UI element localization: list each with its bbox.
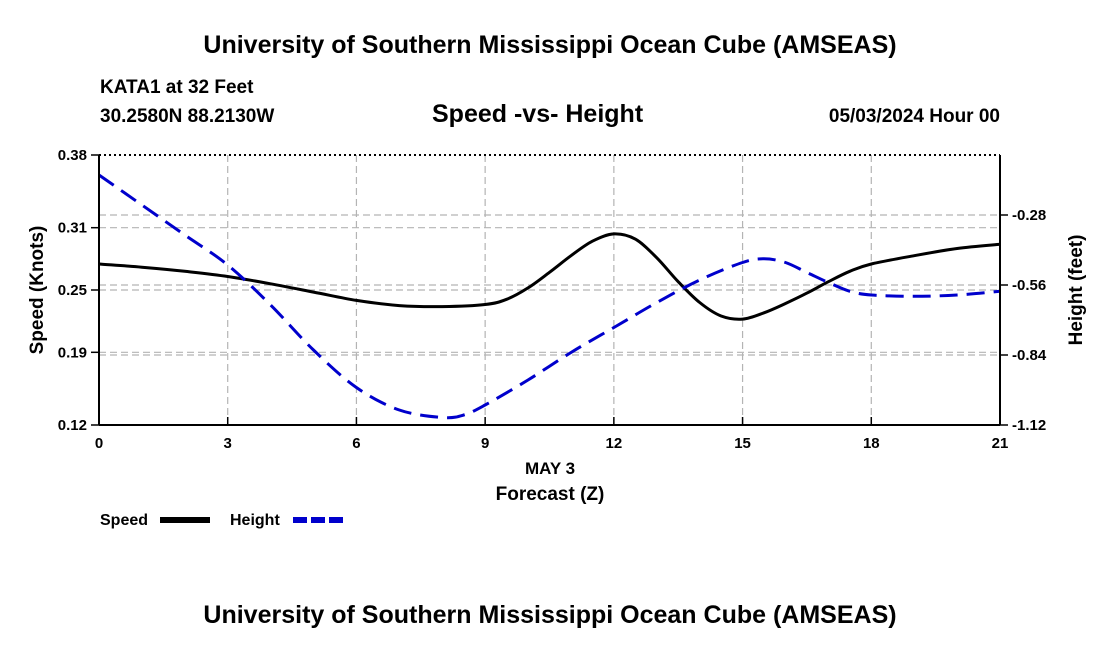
x-axis-date-label: MAY 3	[525, 459, 575, 478]
x-tick-label: 18	[863, 435, 880, 452]
legend-label-speed: Speed	[100, 512, 148, 529]
y2-tick-label: -0.28	[1012, 207, 1046, 224]
axis-ticks: 0 3 6 9 12 15 18 21 0.12 0.19 0.25 0.31 0.38 -1.12 -0.…	[58, 147, 1047, 452]
y2-tick-label: -0.56	[1012, 277, 1046, 294]
y2-axis-label: Height (feet)	[1066, 235, 1087, 346]
y-tick-label: 0.12	[58, 417, 87, 434]
x-tick-label: 21	[992, 435, 1009, 452]
grid-lines	[99, 155, 1000, 426]
x-tick-label: 0	[95, 435, 103, 452]
x-axis-label: Forecast (Z)	[496, 484, 605, 505]
height-series-line	[98, 173, 1001, 420]
x-tick-label: 12	[606, 435, 623, 452]
y-tick-label: 0.38	[58, 147, 87, 164]
y2-tick-label: -0.84	[1012, 347, 1047, 364]
page-title: University of Southern Mississippi Ocean…	[203, 31, 897, 59]
speed-series-line	[98, 232, 1001, 321]
chart-subtitle: Speed -vs- Height	[432, 100, 644, 128]
station-coordinates: 30.2580N 88.2130W	[100, 106, 275, 127]
series-lines	[98, 173, 1001, 420]
x-tick-label: 3	[224, 435, 232, 452]
y-tick-label: 0.31	[58, 220, 87, 237]
forecast-datetime: 05/03/2024 Hour 00	[828, 106, 1000, 127]
station-label: KATA1 at 32 Feet	[100, 77, 254, 98]
x-tick-label: 15	[734, 435, 751, 452]
legend-label-height: Height	[230, 512, 280, 529]
chart-legend: Speed Height	[100, 512, 343, 529]
y-tick-label: 0.19	[58, 344, 87, 361]
y-tick-label: 0.25	[58, 282, 87, 299]
footer-title: University of Southern Mississippi Ocean…	[203, 601, 897, 629]
y2-tick-label: -1.12	[1012, 417, 1046, 434]
y-axis-label: Speed (Knots)	[27, 226, 48, 355]
x-tick-label: 9	[481, 435, 489, 452]
x-tick-label: 6	[352, 435, 360, 452]
